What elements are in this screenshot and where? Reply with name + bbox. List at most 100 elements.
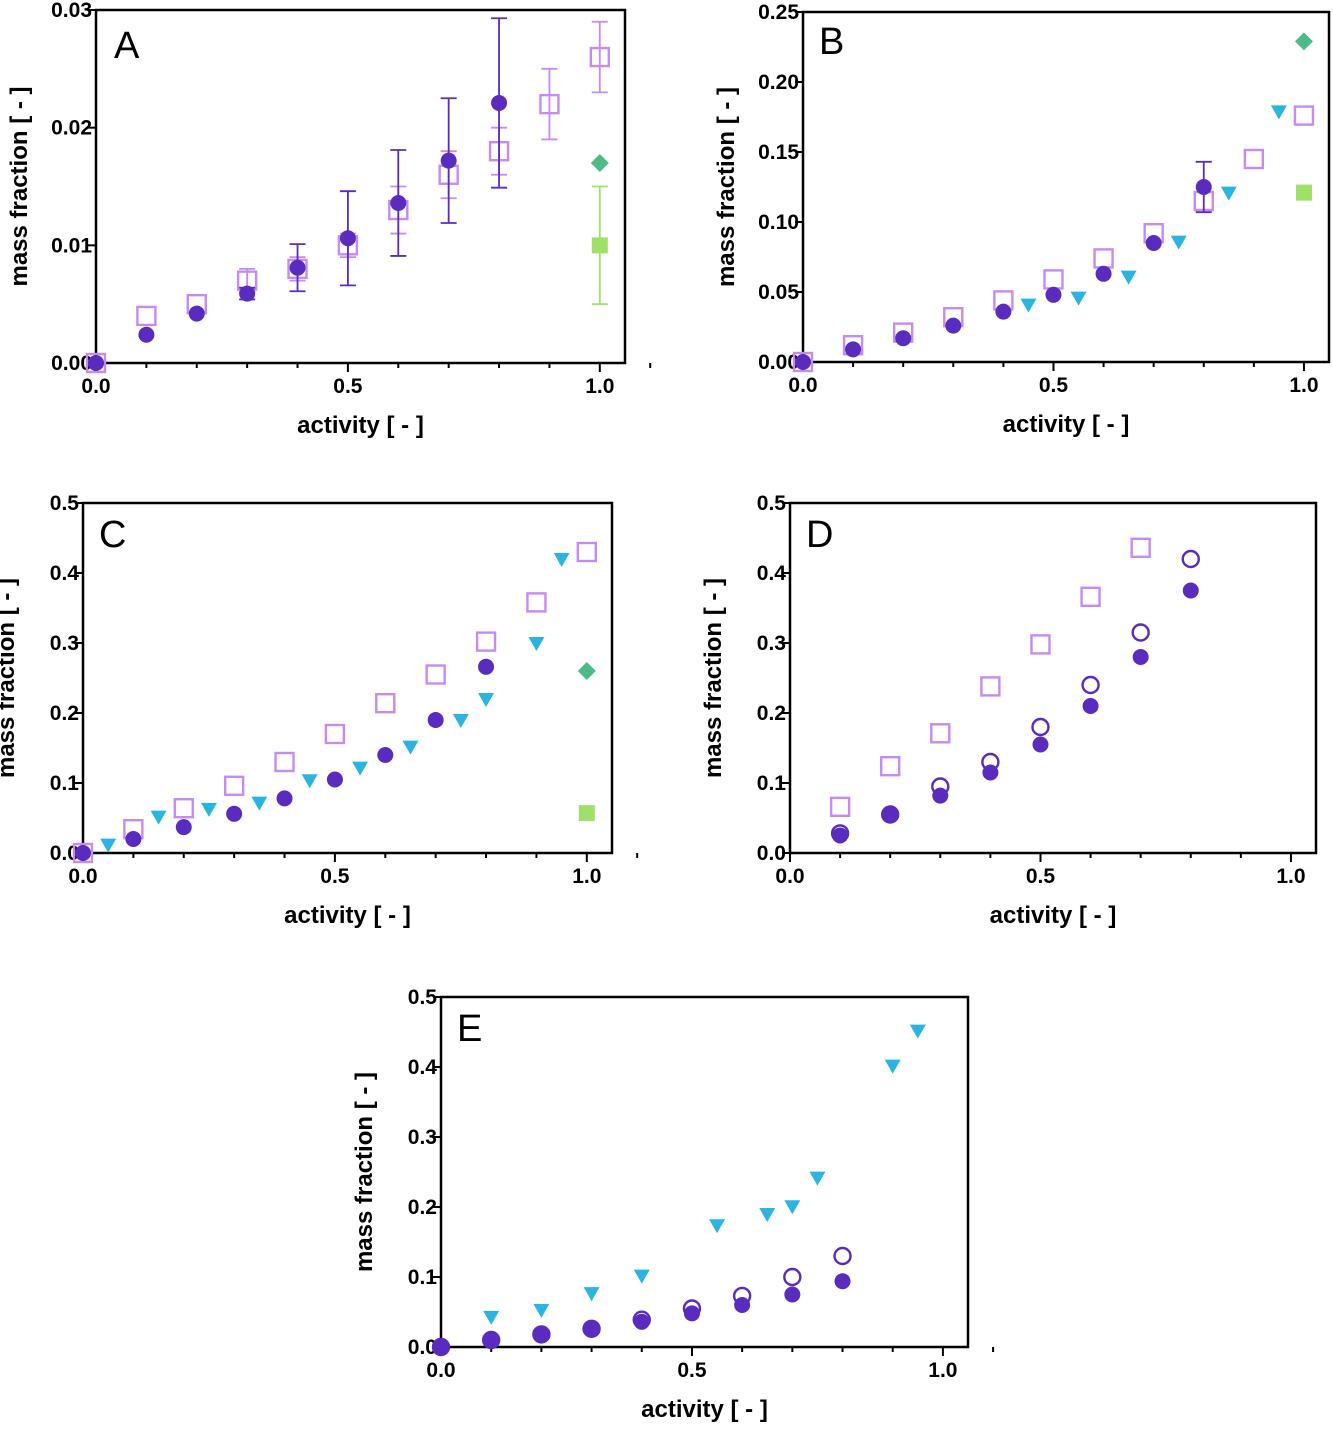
series-filled-square — [1295, 184, 1312, 201]
x-tick-label: 0.5 — [333, 375, 363, 398]
data-point — [895, 330, 912, 347]
y-tick-label: 0.5 — [757, 492, 787, 515]
data-point — [533, 1327, 550, 1344]
data-point — [433, 1339, 449, 1355]
plot-frame — [439, 995, 970, 1349]
x-tick-label: 1.0 — [1289, 374, 1318, 397]
x-axis-label: activity [ - ] — [990, 902, 1117, 929]
panel-letter: C — [99, 514, 126, 556]
panel-d: 0.0 0.5 1.0 0.0 0.1 0.2 0.3 0.4 0.5 activity [ - … — [700, 492, 1318, 929]
x-tick-label: 0.0 — [81, 375, 110, 398]
y-tick-label: 0.00 — [758, 351, 799, 374]
data-point — [539, 93, 560, 115]
data-point — [125, 831, 142, 847]
series-filled-circle — [433, 1273, 851, 1355]
data-point — [1031, 717, 1050, 737]
data-point — [478, 658, 495, 675]
series-filled-triangle-down — [100, 553, 570, 853]
data-point — [173, 798, 194, 819]
data-point — [1082, 698, 1099, 714]
data-point — [136, 305, 157, 327]
data-point — [1130, 537, 1151, 558]
data-point — [1020, 298, 1037, 313]
y-axis-label: mass fraction [ - ] — [0, 578, 20, 778]
series-filled-circle — [75, 658, 495, 861]
x-tick-label: 1.0 — [1276, 865, 1305, 888]
data-point — [795, 354, 811, 370]
y-tick-label: 0.20 — [758, 71, 799, 94]
data-point — [1093, 248, 1114, 269]
data-point — [884, 1059, 901, 1074]
data-point — [226, 805, 243, 822]
data-point — [150, 810, 167, 825]
data-point — [138, 326, 155, 343]
data-point — [783, 1267, 802, 1287]
data-point — [576, 541, 598, 563]
data-point — [633, 1313, 650, 1330]
data-point — [909, 1024, 926, 1039]
y-tick-label: 0.05 — [758, 281, 799, 304]
data-point — [425, 664, 446, 685]
data-point — [452, 714, 469, 728]
data-point — [1170, 235, 1187, 250]
data-point — [982, 764, 999, 781]
data-point — [930, 723, 951, 744]
series-filled-triangle-down — [483, 1024, 926, 1325]
panel-a: 0.0 0.5 1.0 0.00 0.01 0.02 0.03 activity [ - ] m… — [6, 0, 652, 439]
data-point — [1293, 105, 1315, 126]
data-point — [577, 662, 596, 680]
data-point — [85, 352, 107, 374]
x-axis-label: activity [ - ] — [284, 902, 411, 929]
data-point — [553, 553, 570, 567]
x-tick-label: 1.0 — [585, 375, 614, 398]
series-filled-diamond — [577, 662, 596, 680]
y-axis-label: mass fraction [ - ] — [6, 86, 33, 286]
y-tick-label: 0.4 — [408, 1056, 438, 1079]
y-tick-label: 0.1 — [757, 772, 787, 795]
y-tick-label: 0.3 — [408, 1126, 437, 1149]
data-point — [589, 46, 611, 68]
x-axis-label: activity [ - ] — [1003, 411, 1130, 438]
plot-frame — [81, 501, 614, 855]
data-point — [1270, 105, 1287, 120]
series-filled-circle — [88, 17, 508, 371]
data-point — [339, 230, 356, 247]
plot-frame — [801, 10, 1331, 364]
data-point — [440, 152, 457, 169]
data-point — [1132, 649, 1149, 665]
y-tick-label: 0.10 — [758, 211, 799, 234]
y-tick-label: 0.00 — [51, 352, 92, 375]
data-point — [88, 355, 104, 371]
data-point — [1182, 582, 1199, 599]
data-point — [1032, 736, 1049, 753]
series-filled-diamond — [1294, 32, 1313, 51]
y-tick-label: 0.15 — [758, 141, 799, 164]
data-point — [375, 693, 396, 714]
data-point — [475, 631, 497, 652]
x-tick-label: 1.0 — [572, 865, 601, 888]
series-filled-diamond — [590, 153, 609, 172]
data-point — [1195, 179, 1212, 195]
data-point — [188, 305, 205, 322]
data-point — [1243, 148, 1265, 170]
data-point — [932, 787, 949, 804]
data-point — [809, 1171, 826, 1186]
data-point — [533, 1303, 550, 1318]
panel-letter: D — [806, 514, 833, 556]
y-tick-label: 0.5 — [408, 986, 438, 1009]
series-open-circle — [830, 549, 1200, 843]
data-point — [1120, 270, 1137, 285]
data-point — [1145, 235, 1162, 251]
y-tick-label: 0.02 — [51, 117, 92, 140]
y-tick-label: 0.4 — [50, 562, 80, 585]
panel-letter: E — [457, 1008, 482, 1050]
data-point — [200, 802, 217, 817]
series-open-square — [792, 105, 1315, 373]
y-tick-label: 0.2 — [757, 702, 786, 725]
y-tick-label: 0.2 — [50, 702, 79, 725]
series-filled-circle — [832, 582, 1199, 844]
data-point — [483, 1310, 500, 1325]
y-tick-label: 0.5 — [50, 492, 80, 515]
data-point — [591, 237, 608, 254]
